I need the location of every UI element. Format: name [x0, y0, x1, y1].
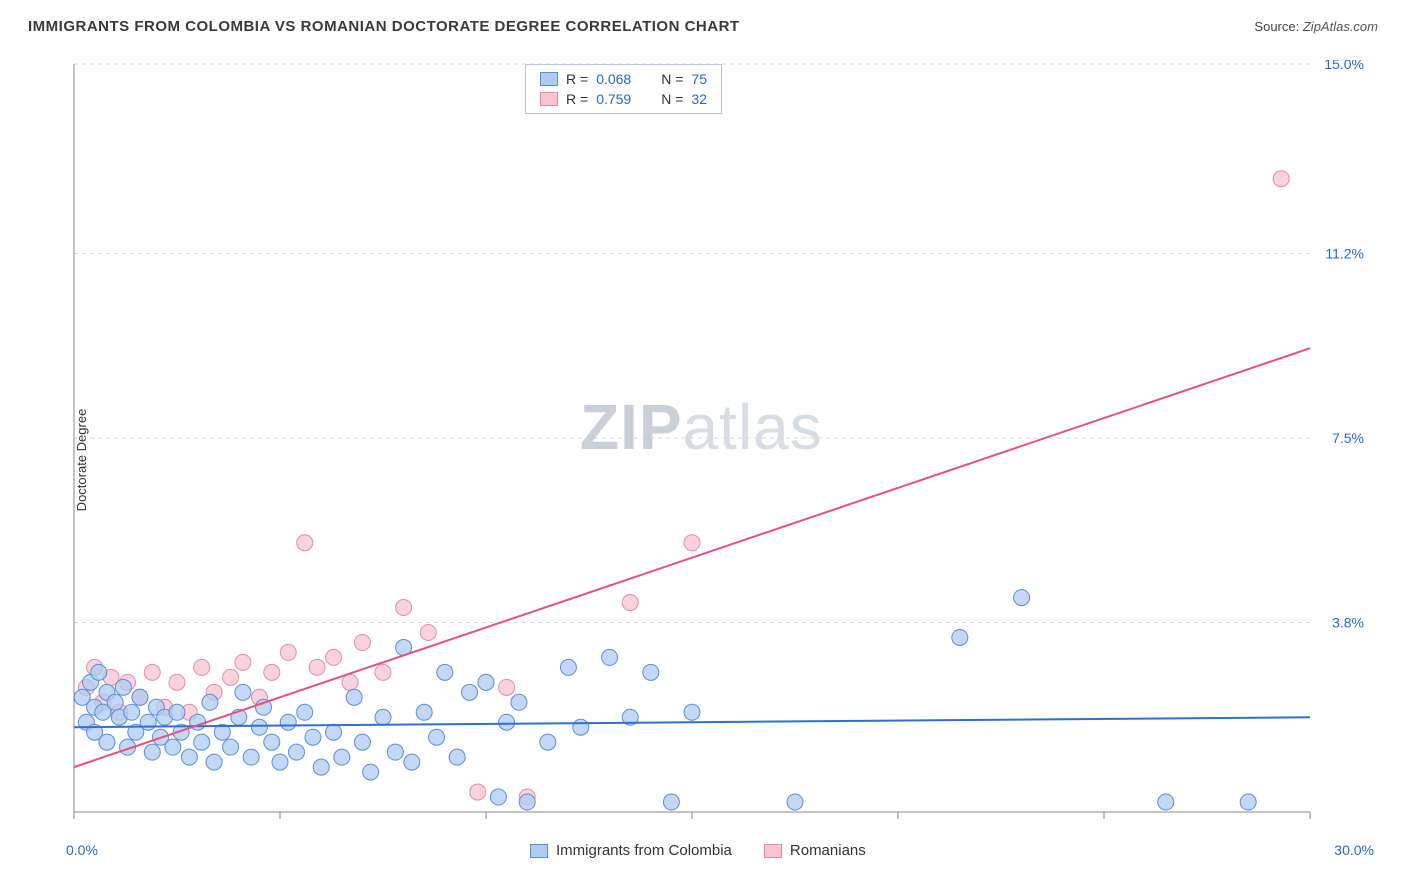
n-label: N = — [661, 91, 683, 107]
legend-series-item: Immigrants from Colombia — [530, 842, 732, 859]
legend-swatch — [764, 844, 782, 858]
chart-title: IMMIGRANTS FROM COLOMBIA VS ROMANIAN DOC… — [28, 18, 740, 35]
legend-swatch — [540, 92, 558, 106]
n-label: N = — [661, 71, 683, 87]
legend-swatch — [540, 72, 558, 86]
svg-text:11.2%: 11.2% — [1325, 245, 1364, 261]
r-label: R = — [566, 91, 588, 107]
x-max-label: 30.0% — [1334, 842, 1374, 858]
svg-text:3.8%: 3.8% — [1332, 615, 1364, 631]
r-value: 0.068 — [596, 71, 631, 87]
r-label: R = — [566, 71, 588, 87]
source-label: Source: — [1254, 19, 1299, 34]
x-min-label: 0.0% — [66, 842, 98, 858]
n-value: 32 — [691, 91, 707, 107]
svg-text:7.5%: 7.5% — [1332, 430, 1364, 446]
legend-series-label: Immigrants from Colombia — [556, 842, 732, 859]
r-value: 0.759 — [596, 91, 631, 107]
legend-series-item: Romanians — [764, 842, 866, 859]
legend-stat-row: R = 0.759 N = 32 — [526, 89, 721, 109]
chart-container: Doctorate Degree 3.8%7.5%11.2%15.0% ZIPa… — [50, 60, 1390, 860]
source-value: ZipAtlas.com — [1303, 19, 1378, 34]
svg-text:15.0%: 15.0% — [1324, 60, 1364, 72]
correlation-legend: R = 0.068 N = 75 R = 0.759 N = 32 — [525, 64, 722, 114]
legend-swatch — [530, 844, 548, 858]
series-legend: Immigrants from Colombia Romanians — [530, 842, 866, 859]
scatter-chart: 3.8% 7.5% 11.2% 15.0% — [70, 60, 1370, 830]
source-attribution: Source: ZipAtlas.com — [1254, 19, 1378, 34]
legend-stat-row: R = 0.068 N = 75 — [526, 69, 721, 89]
plot-area: 3.8%7.5%11.2%15.0% ZIPatlas R =0.068N =7… — [70, 60, 1370, 830]
legend-series-label: Romanians — [790, 842, 866, 859]
n-value: 75 — [691, 71, 707, 87]
